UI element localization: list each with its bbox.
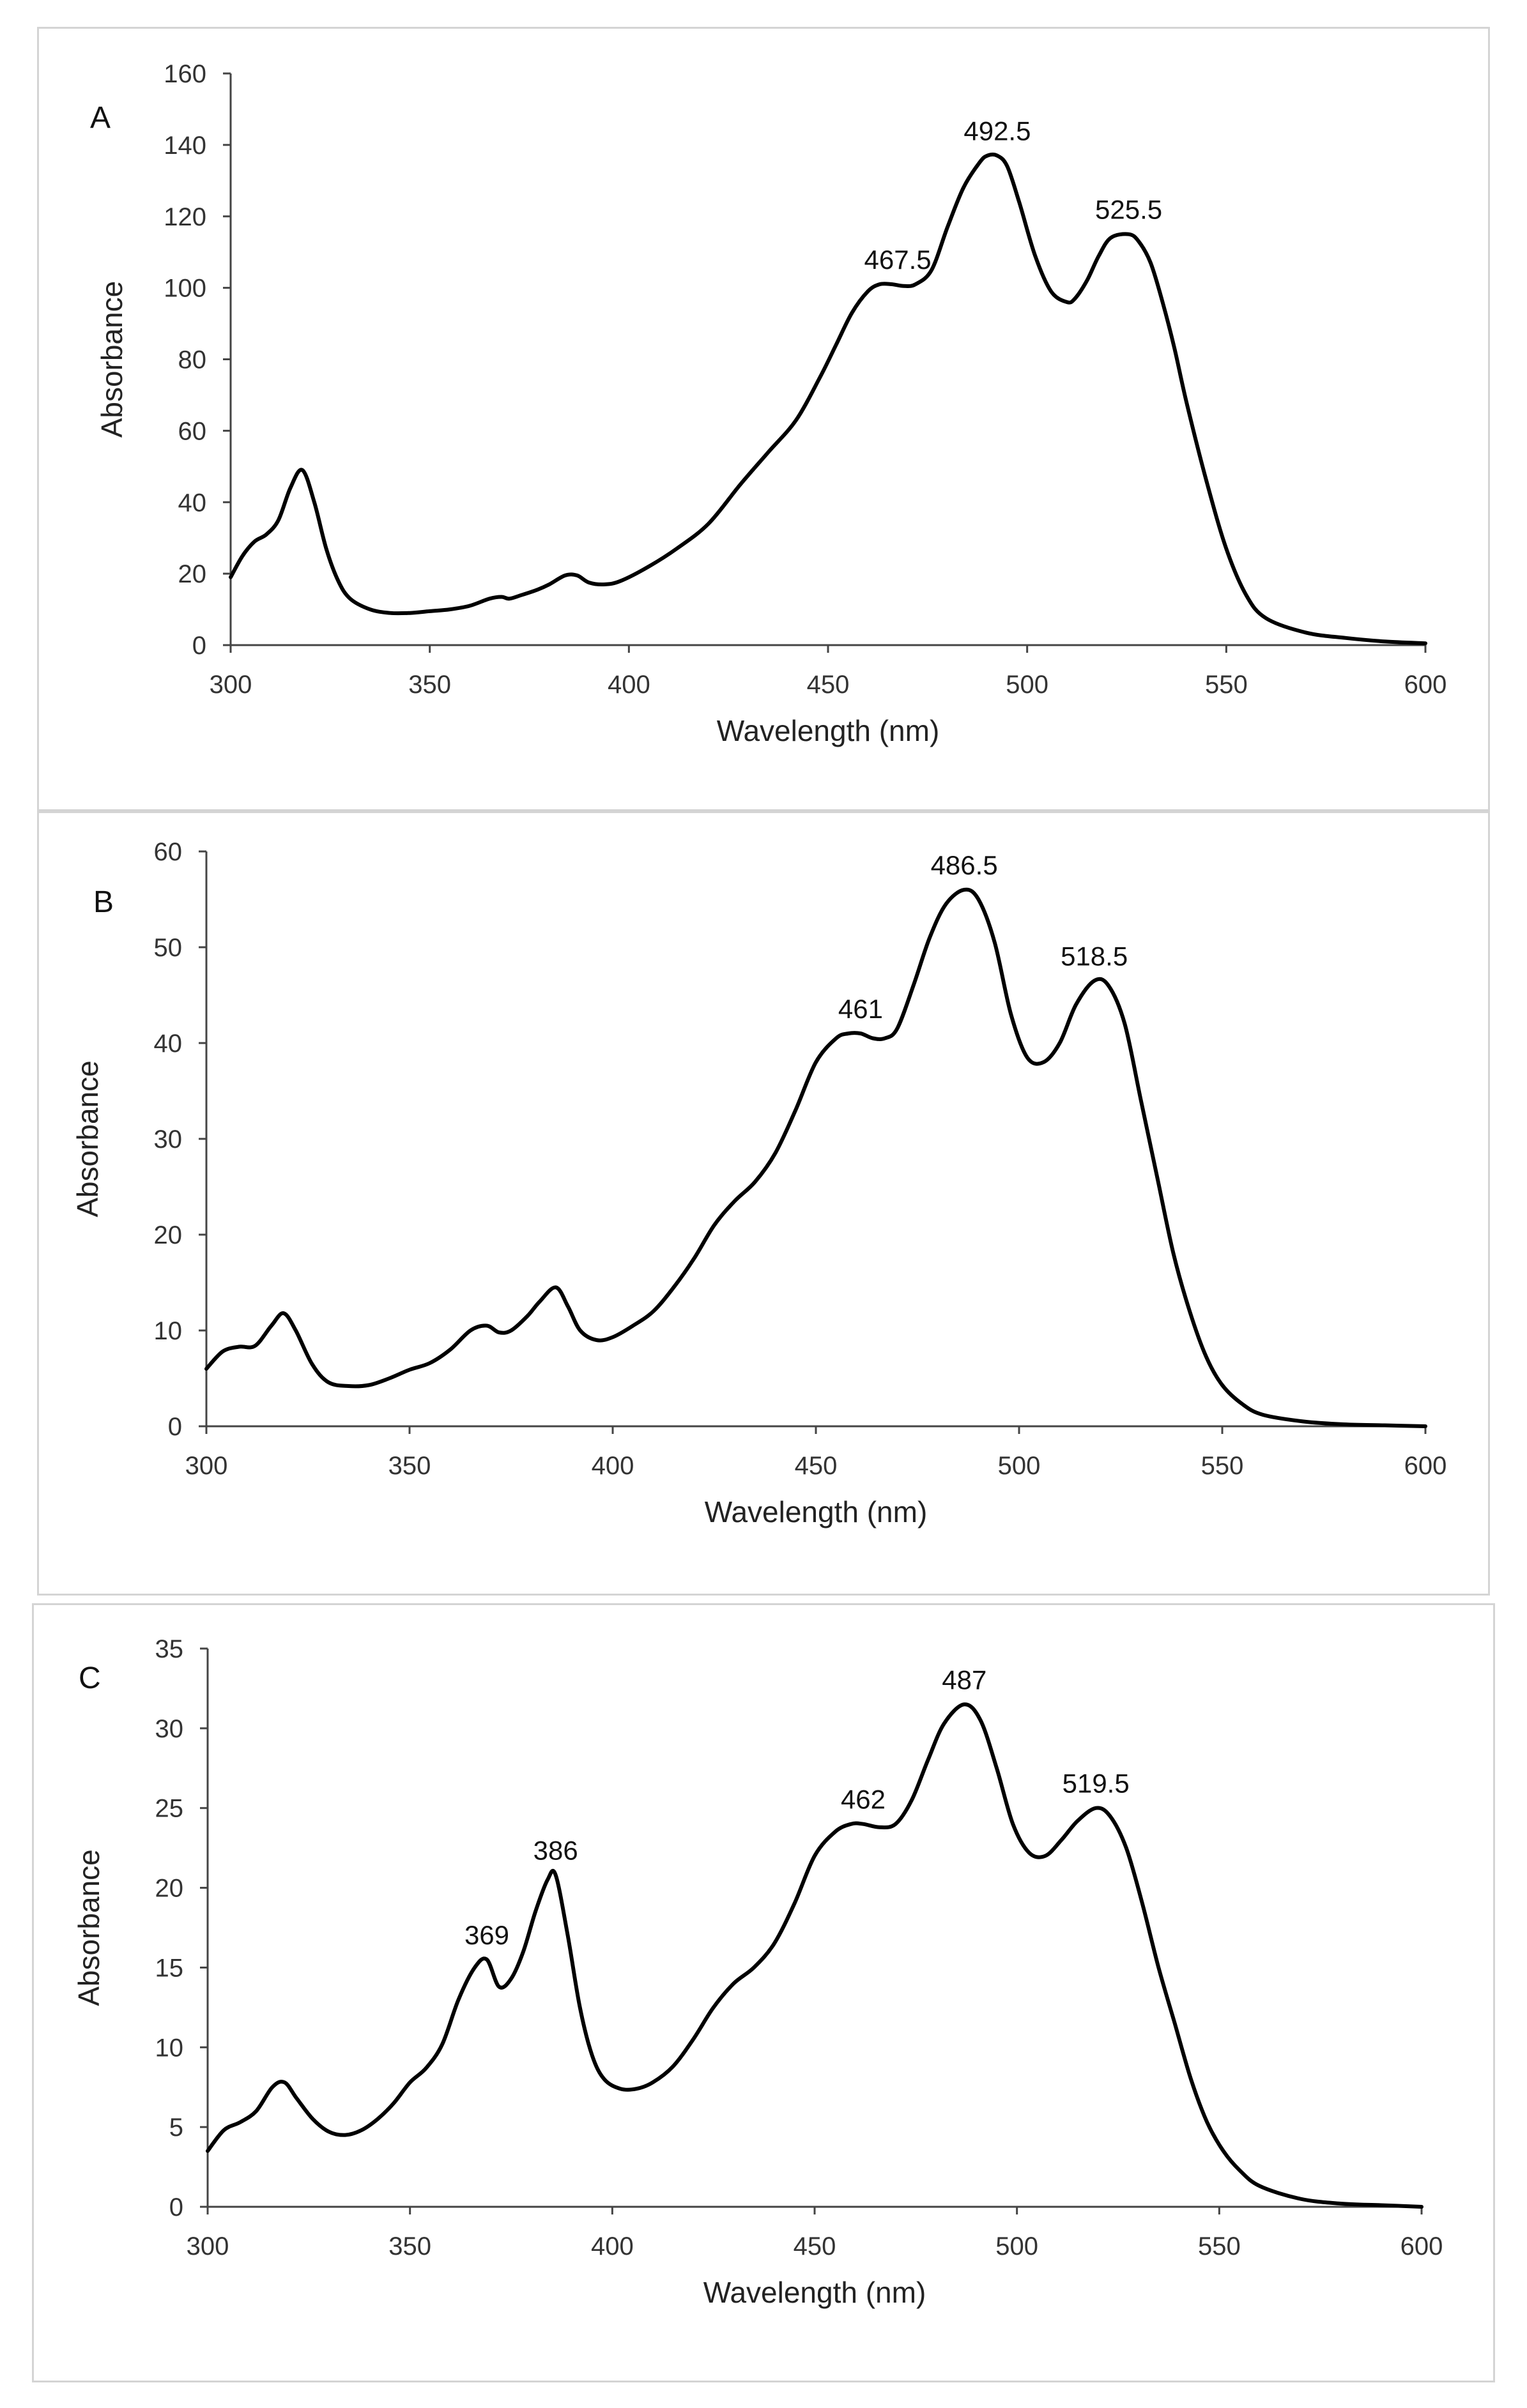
x-tick-label: 300: [187, 2232, 229, 2260]
x-tick-label: 600: [1404, 671, 1447, 699]
peak-label: 492.5: [963, 116, 1031, 146]
x-tick-label: 400: [592, 1452, 634, 1480]
y-axis-title: Absorbance: [72, 1849, 105, 2006]
x-axis-title: Wavelength (nm): [717, 714, 940, 747]
y-axis-title: Absorbance: [95, 281, 128, 438]
y-tick-label: 80: [178, 346, 207, 374]
y-tick-label: 140: [164, 132, 206, 160]
y-tick-label: 160: [164, 60, 206, 88]
y-tick-label: 10: [154, 1317, 183, 1345]
y-tick-label: 20: [155, 1875, 184, 1903]
spectrum-line-series: [204, 887, 1427, 1428]
x-tick-label: 500: [998, 1452, 1041, 1480]
y-tick-label: 30: [154, 1125, 183, 1154]
y-tick-label: 0: [168, 1413, 182, 1441]
y-tick-label: 60: [178, 417, 207, 445]
x-tick-label: 550: [1201, 1452, 1244, 1480]
y-tick-label: 120: [164, 203, 206, 231]
panel-letter: B: [93, 885, 114, 919]
peak-label: 386: [533, 1836, 578, 1866]
peak-label: 518.5: [1061, 941, 1128, 972]
peak-label: 487: [942, 1665, 986, 1695]
x-tick-label: 500: [1006, 671, 1048, 699]
x-tick-label: 550: [1205, 671, 1248, 699]
x-tick-label: 500: [995, 2232, 1038, 2260]
chart-c: 300 350 400 450 500 550 600 0 5 10 15 20 25 30 35 Wavel…: [72, 1635, 1443, 2309]
y-tick-label: 0: [192, 632, 206, 660]
peak-label: 525.5: [1095, 195, 1162, 225]
x-tick-label: 550: [1198, 2232, 1241, 2260]
y-tick-label: 40: [178, 489, 207, 517]
y-tick-label: 5: [169, 2114, 183, 2142]
y-tick-label: 30: [155, 1715, 184, 1743]
x-tick-label: 600: [1404, 1452, 1447, 1480]
y-tick-label: 100: [164, 275, 206, 303]
chart-panel-b: 300 350 400 450 500 550 600 0 10 20 30 40 50 60 Wavele…: [37, 811, 1490, 1596]
y-tick-label: 35: [155, 1635, 184, 1663]
y-tick-label: 10: [155, 2034, 184, 2062]
y-tick-label: 15: [155, 1954, 184, 1982]
panel-letter: A: [90, 101, 111, 135]
x-tick-label: 450: [794, 2232, 836, 2260]
peak-label: 369: [464, 1920, 509, 1950]
y-tick-label: 60: [154, 838, 183, 866]
y-tick-label: 20: [154, 1221, 183, 1249]
chart-b: 300 350 400 450 500 550 600 0 10 20 30 40 50 60 Wavele…: [71, 838, 1447, 1528]
x-tick-label: 400: [608, 671, 650, 699]
spectrum-line-series: [206, 1702, 1423, 2209]
y-tick-label: 50: [154, 934, 183, 962]
peak-label: 467.5: [864, 245, 932, 275]
spectrum-line-series: [229, 152, 1427, 646]
peak-label: 486.5: [931, 850, 998, 880]
chart-panel-c: 300 350 400 450 500 550 600 0 5 10 15 20 25 30 35 Wavel…: [32, 1603, 1495, 2382]
peak-label: 519.5: [1063, 1769, 1130, 1799]
y-axis-title: Absorbance: [71, 1060, 104, 1217]
peak-label: 462: [841, 1785, 886, 1815]
x-tick-label: 350: [388, 2232, 431, 2260]
chart-panel-a: 300 350 400 450 500 550 600 0 20 40 60 80 100 120 140 1…: [37, 27, 1490, 811]
x-tick-label: 450: [795, 1452, 838, 1480]
x-tick-label: 300: [185, 1452, 228, 1480]
x-tick-label: 350: [408, 671, 451, 699]
panel-letter: C: [79, 1661, 101, 1695]
x-axis-title: Wavelength (nm): [703, 2276, 926, 2309]
peak-label: 461: [838, 994, 883, 1024]
y-tick-label: 40: [154, 1030, 183, 1058]
y-tick-label: 25: [155, 1795, 184, 1823]
x-tick-label: 300: [210, 671, 252, 699]
x-tick-label: 600: [1400, 2232, 1443, 2260]
y-tick-label: 20: [178, 560, 207, 588]
x-tick-label: 450: [807, 671, 850, 699]
x-axis-title: Wavelength (nm): [705, 1495, 928, 1528]
chart-a: 300 350 400 450 500 550 600 0 20 40 60 80 100 120 140 1…: [90, 60, 1447, 747]
y-tick-label: 0: [169, 2193, 183, 2221]
x-tick-label: 400: [591, 2232, 634, 2260]
x-tick-label: 350: [388, 1452, 431, 1480]
